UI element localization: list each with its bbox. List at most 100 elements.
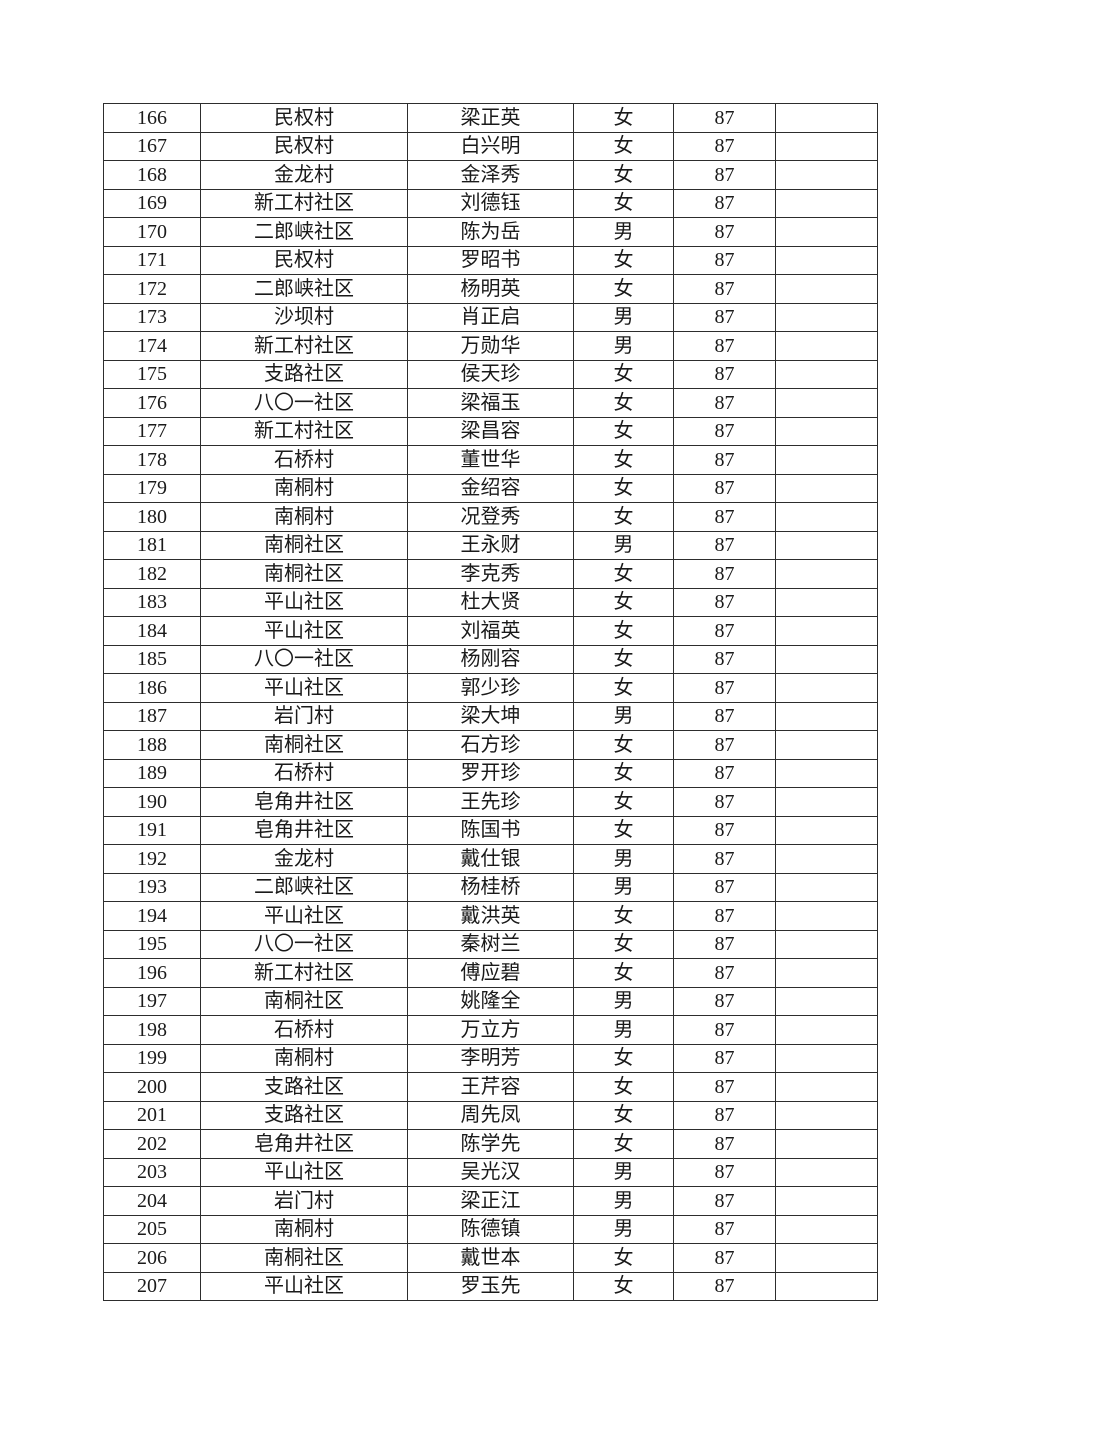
gender-cell: 男	[573, 530, 674, 560]
note-cell	[775, 245, 878, 275]
note-cell	[775, 958, 878, 988]
village-cell: 南桐村	[200, 1043, 408, 1073]
table-row: 184 平山社区 刘福英女 87	[103, 616, 878, 646]
age-cell: 87	[673, 1129, 776, 1159]
table-row: 181 南桐社区 王永财男 87	[103, 530, 878, 560]
village-cell: 平山社区	[200, 673, 408, 703]
village-cell: 二郎峡社区	[200, 274, 408, 304]
village-cell: 新工村社区	[200, 416, 408, 446]
person-name-cell: 戴世本	[407, 1243, 574, 1273]
person-name-cell: 罗开珍	[407, 758, 574, 788]
note-cell	[775, 1072, 878, 1102]
note-cell	[775, 1157, 878, 1187]
village-cell: 平山社区	[200, 1157, 408, 1187]
table-row: 182 南桐社区 李克秀女 87	[103, 559, 878, 589]
person-name-cell: 王先珍	[407, 787, 574, 817]
row-number-cell: 175	[103, 359, 201, 389]
gender-cell: 女	[573, 131, 674, 161]
age-cell: 87	[673, 217, 776, 247]
age-cell: 87	[673, 587, 776, 617]
row-number-cell: 189	[103, 758, 201, 788]
note-cell	[775, 160, 878, 190]
village-cell: 平山社区	[200, 1271, 408, 1301]
village-cell: 南桐社区	[200, 1243, 408, 1273]
row-number-cell: 184	[103, 616, 201, 646]
note-cell	[775, 587, 878, 617]
gender-cell: 女	[573, 160, 674, 190]
table-row: 198 石桥村 万立方男 87	[103, 1015, 878, 1045]
gender-cell: 女	[573, 473, 674, 503]
village-cell: 八〇一社区	[200, 929, 408, 959]
note-cell	[775, 188, 878, 218]
person-name-cell: 姚隆全	[407, 986, 574, 1016]
note-cell	[775, 103, 878, 133]
table-row: 204 岩门村 梁正江男 87	[103, 1186, 878, 1216]
age-cell: 87	[673, 302, 776, 332]
person-name-cell: 陈学先	[407, 1129, 574, 1159]
person-name-cell: 罗玉先	[407, 1271, 574, 1301]
person-name-cell: 刘福英	[407, 616, 574, 646]
person-name-cell: 吴光汉	[407, 1157, 574, 1187]
row-number-cell: 168	[103, 160, 201, 190]
village-cell: 南桐社区	[200, 986, 408, 1016]
village-cell: 南桐村	[200, 502, 408, 532]
person-name-cell: 梁大坤	[407, 701, 574, 731]
row-number-cell: 174	[103, 331, 201, 361]
age-cell: 87	[673, 758, 776, 788]
village-cell: 皂角井社区	[200, 815, 408, 845]
village-cell: 石桥村	[200, 445, 408, 475]
note-cell	[775, 530, 878, 560]
gender-cell: 女	[573, 929, 674, 959]
village-cell: 岩门村	[200, 1186, 408, 1216]
table-row: 189 石桥村 罗开珍女 87	[103, 758, 878, 788]
note-cell	[775, 616, 878, 646]
person-name-cell: 杜大贤	[407, 587, 574, 617]
gender-cell: 女	[573, 758, 674, 788]
person-name-cell: 梁正英	[407, 103, 574, 133]
table-row: 180 南桐村 况登秀女 87	[103, 502, 878, 532]
row-number-cell: 192	[103, 844, 201, 874]
note-cell	[775, 844, 878, 874]
note-cell	[775, 929, 878, 959]
gender-cell: 男	[573, 1015, 674, 1045]
gender-cell: 女	[573, 787, 674, 817]
village-cell: 南桐社区	[200, 530, 408, 560]
table-row: 183 平山社区 杜大贤女 87	[103, 587, 878, 617]
table-row: 191 皂角井社区 陈国书女 87	[103, 815, 878, 845]
table-row: 197 南桐社区 姚隆全男 87	[103, 986, 878, 1016]
row-number-cell: 196	[103, 958, 201, 988]
row-number-cell: 191	[103, 815, 201, 845]
table-row: 200 支路社区 王芹容女 87	[103, 1072, 878, 1102]
note-cell	[775, 1243, 878, 1273]
age-cell: 87	[673, 245, 776, 275]
table-row: 186 平山社区 郭少珍女 87	[103, 673, 878, 703]
village-cell: 皂角井社区	[200, 1129, 408, 1159]
table-row: 195 八〇一社区 秦树兰女 87	[103, 929, 878, 959]
table-row: 172 二郎峡社区 杨明英女 87	[103, 274, 878, 304]
note-cell	[775, 274, 878, 304]
age-cell: 87	[673, 530, 776, 560]
village-cell: 金龙村	[200, 160, 408, 190]
row-number-cell: 202	[103, 1129, 201, 1159]
note-cell	[775, 1015, 878, 1045]
person-name-cell: 杨桂桥	[407, 872, 574, 902]
age-cell: 87	[673, 1072, 776, 1102]
village-cell: 南桐社区	[200, 559, 408, 589]
note-cell	[775, 1271, 878, 1301]
person-name-cell: 傅应碧	[407, 958, 574, 988]
person-name-cell: 董世华	[407, 445, 574, 475]
note-cell	[775, 730, 878, 760]
village-cell: 南桐村	[200, 1214, 408, 1244]
row-number-cell: 173	[103, 302, 201, 332]
note-cell	[775, 331, 878, 361]
village-cell: 二郎峡社区	[200, 217, 408, 247]
row-number-cell: 200	[103, 1072, 201, 1102]
row-number-cell: 172	[103, 274, 201, 304]
row-number-cell: 170	[103, 217, 201, 247]
age-cell: 87	[673, 986, 776, 1016]
gender-cell: 男	[573, 1186, 674, 1216]
table-row: 205 南桐村 陈德镇男 87	[103, 1214, 878, 1244]
table-row: 207 平山社区 罗玉先女 87	[103, 1271, 878, 1301]
village-cell: 南桐社区	[200, 730, 408, 760]
